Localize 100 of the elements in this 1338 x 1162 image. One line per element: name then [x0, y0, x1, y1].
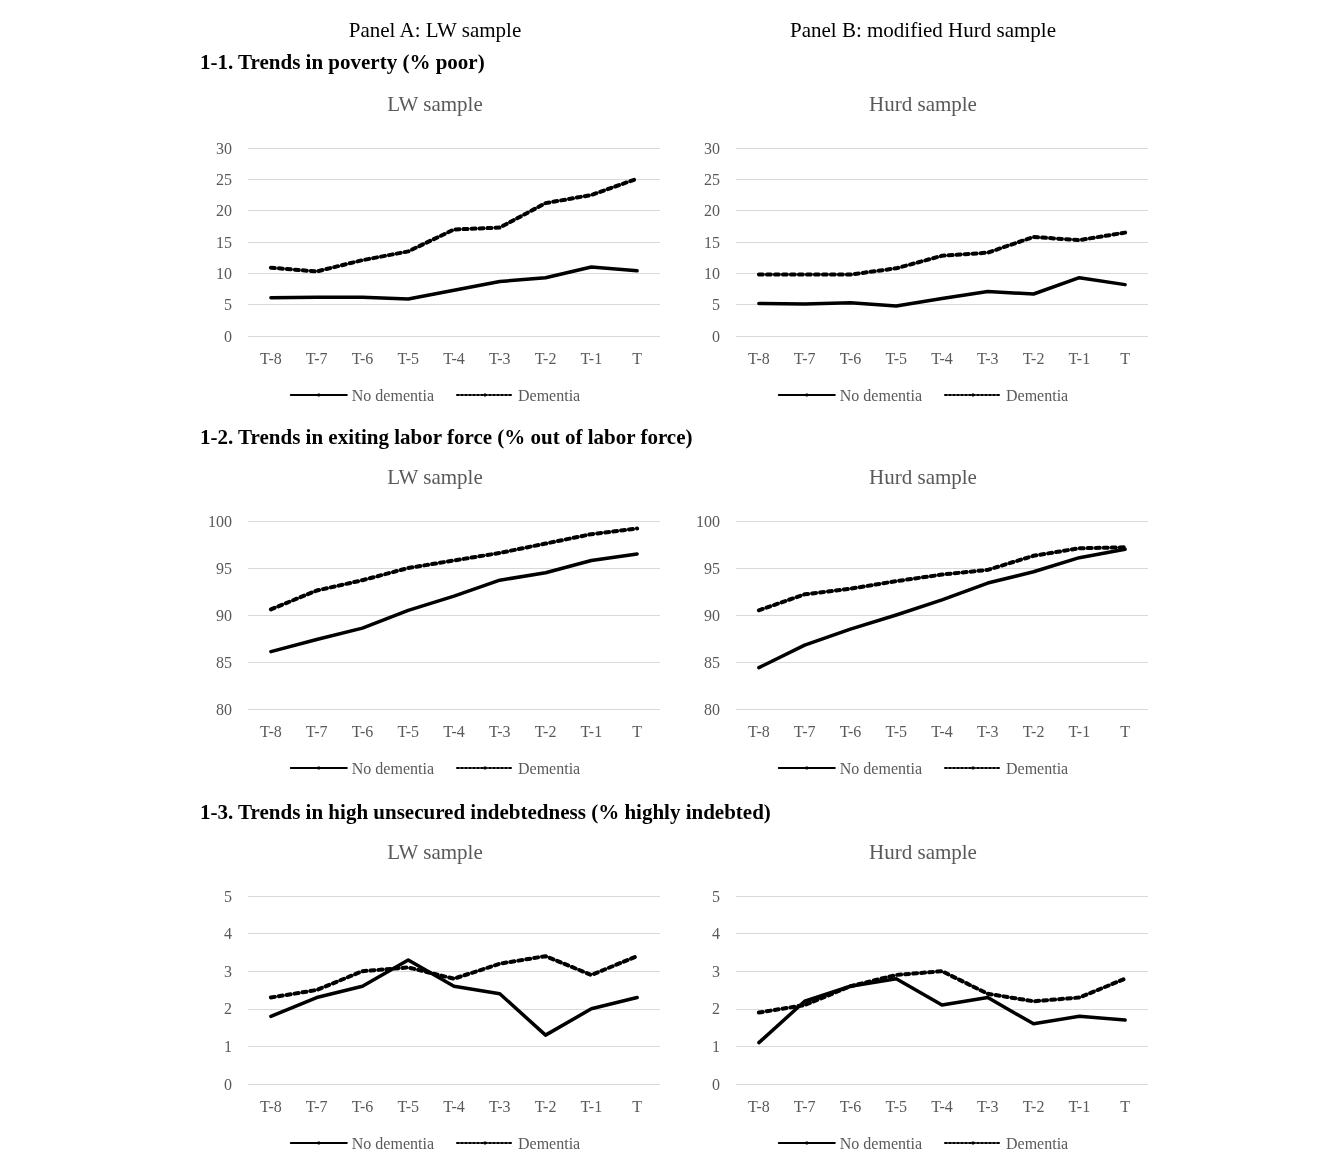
y-tick-label: 3: [712, 962, 720, 980]
x-tick-label: T-7: [793, 349, 816, 367]
line-series: [757, 275, 1127, 308]
y-tick-label: 25: [704, 170, 720, 188]
x-tick-label: T-4: [443, 1097, 465, 1115]
x-tick-label: T-8: [748, 722, 770, 740]
x-tick-label: T-1: [580, 349, 603, 367]
x-tick-label: T-2: [534, 1097, 557, 1115]
chart-title: Hurd sample: [869, 464, 977, 489]
legend-label: No dementia: [351, 759, 435, 777]
x-tick-label: T-7: [793, 722, 816, 740]
chart-title: LW sample: [387, 839, 483, 864]
y-tick-label: 95: [704, 559, 720, 577]
legend-label: No dementia: [351, 386, 435, 404]
x-tick-label: T-1: [580, 1097, 603, 1115]
line-series: [756, 230, 1128, 277]
x-tick-label: T-7: [305, 722, 328, 740]
y-tick-label: 0: [712, 1075, 720, 1093]
x-tick-label: T-8: [260, 722, 282, 740]
x-tick-label: T-5: [885, 1097, 908, 1115]
y-tick-label: 20: [704, 202, 720, 220]
y-tick-label: 20: [216, 202, 232, 220]
x-tick-label: T: [632, 1097, 643, 1115]
x-tick-label: T: [632, 722, 643, 740]
y-tick-label: 1: [712, 1037, 720, 1055]
legend-label: No dementia: [351, 1134, 435, 1152]
line-series: [269, 958, 639, 1037]
y-tick-label: 5: [224, 296, 232, 314]
x-tick-label: T-8: [260, 349, 282, 367]
text: 1-3. Trends in high unsecured indebtedness (% highly indebted): [200, 800, 771, 825]
x-tick-label: T-2: [1022, 349, 1045, 367]
y-tick-label: 85: [216, 653, 232, 671]
x-tick-label: T-2: [1022, 722, 1045, 740]
x-tick-label: T-5: [885, 349, 908, 367]
text: 1-1. Trends in poverty (% poor): [200, 50, 486, 75]
x-tick-label: T-3: [488, 722, 511, 740]
x-tick-label: T-6: [351, 1097, 374, 1115]
x-tick-label: T-6: [839, 349, 862, 367]
x-tick-label: T-1: [1068, 722, 1091, 740]
x-tick-label: T: [1120, 722, 1131, 740]
y-tick-label: 80: [216, 700, 232, 718]
y-tick-label: 95: [216, 559, 232, 577]
x-tick-label: T-5: [397, 1097, 420, 1115]
x-tick-label: T-1: [580, 722, 603, 740]
y-tick-label: 4: [224, 925, 232, 943]
x-tick-label: T-7: [793, 1097, 816, 1115]
y-tick-label: 85: [704, 653, 720, 671]
y-tick-label: 0: [712, 327, 720, 345]
text: 1-2. Trends in exiting labor force (% out of labor force): [200, 425, 693, 450]
x-tick-label: T-3: [488, 349, 511, 367]
legend-label: Dementia: [1006, 759, 1069, 777]
y-tick-label: 4: [712, 925, 720, 943]
legend-label: Dementia: [518, 1134, 581, 1152]
y-tick-label: 30: [704, 139, 720, 157]
y-tick-label: 2: [712, 1000, 720, 1018]
y-tick-label: 100: [696, 512, 720, 530]
x-tick-label: T-5: [397, 349, 420, 367]
x-tick-label: T-2: [534, 722, 557, 740]
line-series: [269, 552, 639, 654]
x-tick-label: T-2: [1022, 1097, 1045, 1115]
x-tick-label: T-8: [260, 1097, 282, 1115]
legend-label: Dementia: [1006, 386, 1069, 404]
y-tick-label: 15: [704, 233, 720, 251]
legend-label: No dementia: [839, 1134, 923, 1152]
legend-label: Dementia: [518, 386, 581, 404]
x-tick-label: T-6: [839, 1097, 862, 1115]
y-tick-label: 2: [224, 1000, 232, 1018]
y-tick-label: 90: [704, 606, 720, 624]
y-tick-label: 10: [704, 264, 720, 282]
chart-title: Hurd sample: [869, 91, 977, 116]
chart-title: LW sample: [387, 91, 483, 116]
y-tick-label: 90: [216, 606, 232, 624]
x-tick-label: T: [1120, 1097, 1131, 1115]
x-tick-label: T-3: [488, 1097, 511, 1115]
x-tick-label: T-8: [748, 1097, 770, 1115]
x-tick-label: T-5: [885, 722, 908, 740]
y-tick-label: 1: [224, 1037, 232, 1055]
x-tick-label: T-8: [748, 349, 770, 367]
legend-label: Dementia: [518, 759, 581, 777]
y-tick-label: 15: [216, 233, 232, 251]
x-tick-label: T-4: [931, 722, 953, 740]
x-tick-label: T: [632, 349, 643, 367]
y-tick-label: 80: [704, 700, 720, 718]
x-tick-label: T-4: [443, 722, 465, 740]
x-tick-label: T-3: [976, 1097, 999, 1115]
line-series: [268, 526, 640, 612]
chart-title: LW sample: [387, 464, 483, 489]
x-tick-label: T-7: [305, 1097, 328, 1115]
y-tick-label: 3: [224, 962, 232, 980]
x-tick-label: T-3: [976, 349, 999, 367]
x-tick-label: T-3: [976, 722, 999, 740]
x-tick-label: T-6: [351, 349, 374, 367]
x-tick-label: T-4: [931, 349, 953, 367]
y-tick-label: 0: [224, 1075, 232, 1093]
y-tick-label: 5: [712, 887, 720, 905]
y-tick-label: 0: [224, 327, 232, 345]
y-tick-label: 100: [208, 512, 232, 530]
x-tick-label: T-4: [443, 349, 465, 367]
y-tick-label: 10: [216, 264, 232, 282]
text: Panel A: LW sample: [347, 18, 523, 44]
